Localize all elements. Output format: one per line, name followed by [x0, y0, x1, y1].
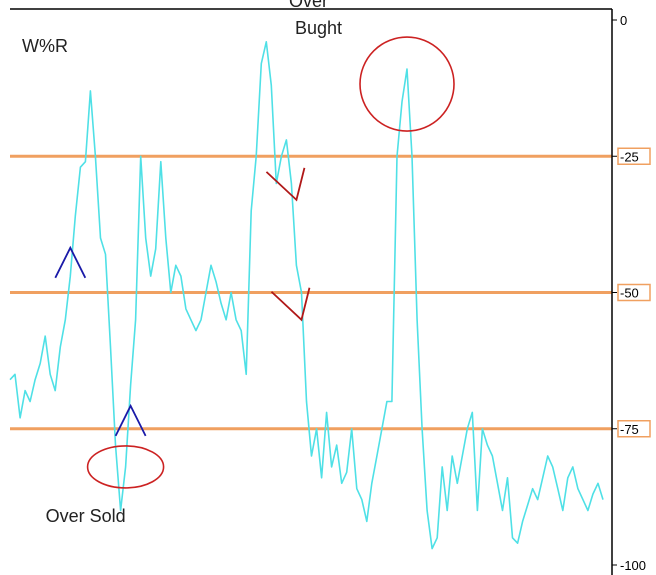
y-tick-label: -50 [620, 286, 639, 301]
y-tick-label: -100 [620, 558, 646, 573]
annotation-up-arrowhead [54, 245, 87, 279]
annotation-down-arrowhead [270, 287, 311, 322]
level-tag-box [617, 420, 651, 438]
chart-title: W%R [22, 36, 68, 56]
wpr-series-line [9, 40, 604, 550]
annotation-label: Over Bught [289, 0, 342, 38]
reference-levels [10, 154, 612, 431]
annotation-up-arrowhead [114, 403, 147, 437]
y-axis-ticks: 0 -25 -50 -75 -100 [612, 13, 651, 573]
annotations-layer: Over Sold Over Bught [46, 0, 455, 526]
y-tick-label: -25 [620, 149, 639, 164]
y-tick-label: -75 [620, 422, 639, 437]
annotation-down-arrowhead [265, 167, 306, 202]
level-tag-box [617, 147, 651, 165]
annotation-label: Over Sold [46, 506, 126, 526]
annotation-ellipse [359, 36, 455, 132]
y-tick-label: 0 [620, 13, 627, 28]
level-tag-box [617, 283, 651, 302]
series-layer [9, 40, 604, 550]
annotation-ellipse [86, 445, 165, 489]
